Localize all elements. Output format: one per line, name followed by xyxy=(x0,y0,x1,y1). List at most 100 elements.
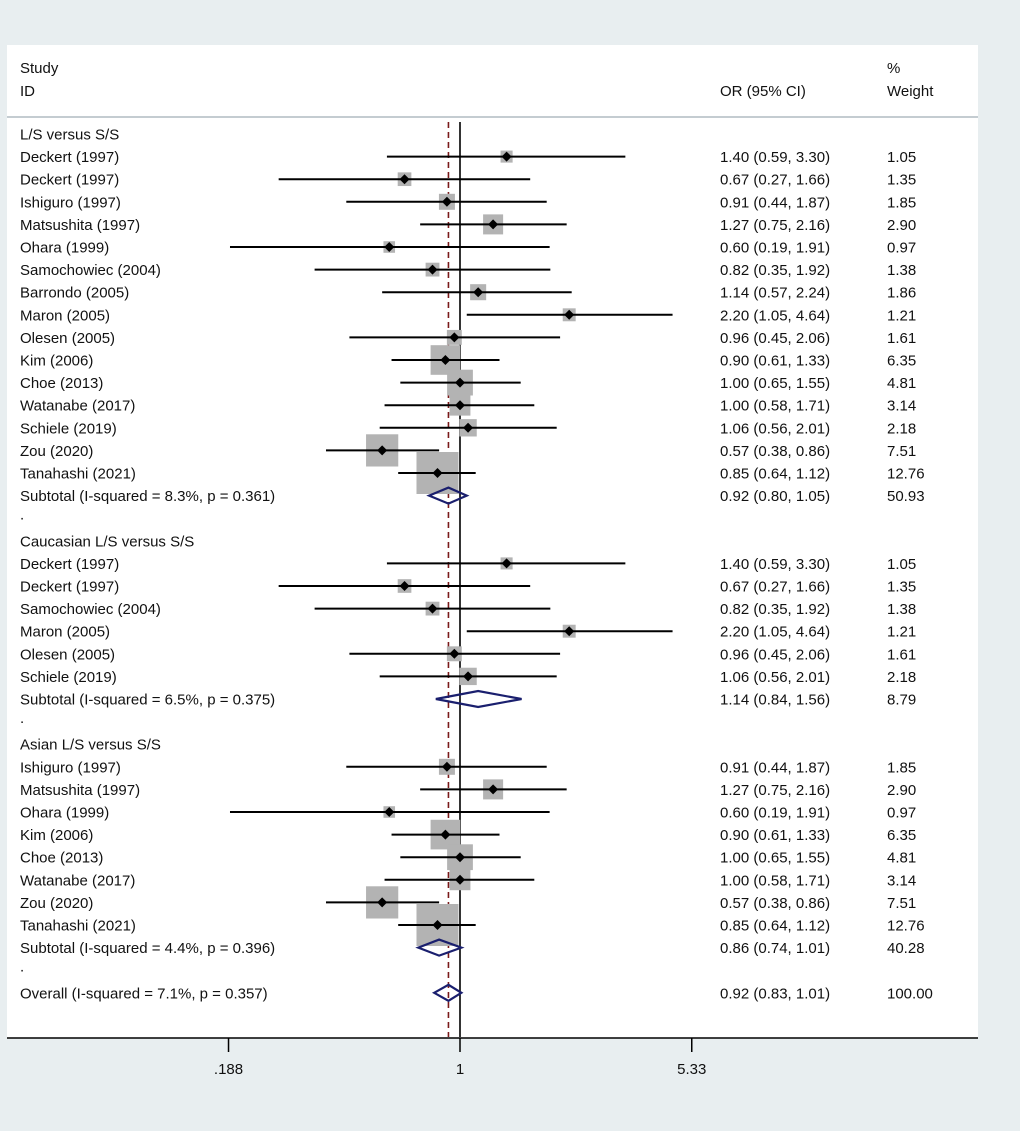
study-weight-text: 2.90 xyxy=(887,217,916,234)
study-label: Matsushita (1997) xyxy=(20,217,140,234)
study-label: Maron (2005) xyxy=(20,307,110,324)
study-label: Kim (2006) xyxy=(20,353,93,370)
x-axis-ticks: .188 1 5.33 xyxy=(214,1038,706,1078)
study-ci-text: 1.27 (0.75, 2.16) xyxy=(720,217,830,234)
study-weight-text: 12.76 xyxy=(887,466,925,483)
study-ci-text: 1.27 (0.75, 2.16) xyxy=(720,782,830,799)
study-label: Ohara (1999) xyxy=(20,805,109,822)
study-label: Choe (2013) xyxy=(20,850,103,867)
subtotal-label-weight-text: 40.28 xyxy=(887,940,925,957)
study-label: Ishiguro (1997) xyxy=(20,194,121,211)
study-label: Maron (2005) xyxy=(20,624,110,641)
study-weight-text: 1.05 xyxy=(887,556,916,573)
subtotal-label: Subtotal (I-squared = 8.3%, p = 0.361) xyxy=(20,488,275,505)
study-point-marker xyxy=(455,852,465,863)
study-label: Zou (2020) xyxy=(20,443,93,460)
study-label: Zou (2020) xyxy=(20,895,93,912)
study-point-marker xyxy=(564,626,575,637)
study-ci-text: 1.06 (0.56, 2.01) xyxy=(720,420,830,437)
study-point-marker xyxy=(501,558,512,569)
study-point-marker xyxy=(384,807,395,817)
subtotal-diamond xyxy=(435,689,522,709)
study-label: Deckert (1997) xyxy=(20,579,119,596)
study-weight-text: 6.35 xyxy=(887,353,916,370)
study-label: Kim (2006) xyxy=(20,827,93,844)
study-ci-text: 0.57 (0.38, 0.86) xyxy=(720,895,830,912)
study-point-marker xyxy=(455,377,465,388)
x-tick-label: .188 xyxy=(214,1061,243,1078)
study-label: Olesen (2005) xyxy=(20,330,115,347)
study-label: Deckert (1997) xyxy=(20,556,119,573)
study-weight-text: 7.51 xyxy=(887,443,916,460)
group-title: L/S versus S/S xyxy=(20,127,119,144)
study-weight-text: 3.14 xyxy=(887,872,916,889)
study-ci-text: 0.90 (0.61, 1.33) xyxy=(720,827,830,844)
study-ci-text: 0.96 (0.45, 2.06) xyxy=(720,646,830,663)
subtotal-label-ci-text: 1.14 (0.84, 1.56) xyxy=(720,692,830,709)
study-point-marker xyxy=(427,264,438,275)
study-point-marker xyxy=(455,400,465,411)
study-label: Barrondo (2005) xyxy=(20,285,129,302)
study-weight-text: 3.14 xyxy=(887,398,916,415)
x-tick-label: 5.33 xyxy=(677,1061,706,1078)
study-point-marker xyxy=(449,648,460,659)
study-ci-text: 1.06 (0.56, 2.01) xyxy=(720,669,830,686)
study-ci-text: 0.96 (0.45, 2.06) xyxy=(720,330,830,347)
study-point-marker xyxy=(432,920,443,930)
study-ci-text: 0.82 (0.35, 1.92) xyxy=(720,262,830,279)
group-spacer-dot: . xyxy=(20,959,24,976)
study-label: Watanabe (2017) xyxy=(20,398,135,415)
overall-label-weight-text: 100.00 xyxy=(887,985,933,1002)
study-weight-text: 1.38 xyxy=(887,601,916,618)
study-ci-text: 1.40 (0.59, 3.30) xyxy=(720,149,830,166)
study-point-marker xyxy=(455,874,465,885)
subtotal-label-weight-text: 8.79 xyxy=(887,692,916,709)
study-label: Tanahashi (2021) xyxy=(20,918,136,935)
study-weight-text: 7.51 xyxy=(887,895,916,912)
study-point-marker xyxy=(449,332,460,343)
overall-diamond xyxy=(431,983,464,1003)
study-point-marker xyxy=(564,309,575,320)
subtotal-label: Subtotal (I-squared = 4.4%, p = 0.396) xyxy=(20,940,275,957)
subtotal-diamond xyxy=(426,486,470,505)
study-point-marker xyxy=(473,287,484,298)
study-point-marker xyxy=(441,761,452,772)
study-ci-text: 1.14 (0.57, 2.24) xyxy=(720,285,830,302)
column-header-study: Study xyxy=(20,60,59,77)
overall-label: Overall (I-squared = 7.1%, p = 0.357) xyxy=(20,985,268,1002)
study-weight-text: 1.35 xyxy=(887,172,916,189)
study-point-marker xyxy=(501,151,512,162)
study-label: Deckert (1997) xyxy=(20,149,119,166)
study-label: Choe (2013) xyxy=(20,375,103,392)
x-tick-label: 1 xyxy=(456,1061,464,1078)
study-ci-text: 1.00 (0.65, 1.55) xyxy=(720,850,830,867)
study-weight-text: 1.61 xyxy=(887,330,916,347)
study-ci-text: 0.60 (0.19, 1.91) xyxy=(720,805,830,822)
study-label: Samochowiec (2004) xyxy=(20,601,161,618)
study-ci-text: 0.82 (0.35, 1.92) xyxy=(720,601,830,618)
group-title: Caucasian L/S versus S/S xyxy=(20,533,194,550)
study-point-marker xyxy=(384,242,395,252)
group-spacer-dot: . xyxy=(20,710,24,727)
study-weight-text: 1.21 xyxy=(887,624,916,641)
study-weight-text: 0.97 xyxy=(887,240,916,257)
study-weight-text: 2.90 xyxy=(887,782,916,799)
study-ci-text: 1.40 (0.59, 3.30) xyxy=(720,556,830,573)
overall-label-ci-text: 0.92 (0.83, 1.01) xyxy=(720,985,830,1002)
subtotal-label: Subtotal (I-squared = 6.5%, p = 0.375) xyxy=(20,692,275,709)
study-point-marker xyxy=(432,468,443,478)
study-ci-text: 2.20 (1.05, 4.64) xyxy=(720,624,830,641)
study-ci-text: 0.67 (0.27, 1.66) xyxy=(720,172,830,189)
study-weight-text: 6.35 xyxy=(887,827,916,844)
column-header-or: OR (95% CI) xyxy=(720,83,806,100)
study-weight-text: 0.97 xyxy=(887,805,916,822)
study-point-marker xyxy=(488,784,499,795)
study-ci-text: 0.85 (0.64, 1.12) xyxy=(720,918,830,935)
study-ci-text: 0.91 (0.44, 1.87) xyxy=(720,194,830,211)
study-point-marker xyxy=(488,219,499,230)
study-point-marker xyxy=(399,174,410,185)
study-label: Watanabe (2017) xyxy=(20,872,135,889)
study-weight-text: 12.76 xyxy=(887,918,925,935)
study-weight-text: 1.35 xyxy=(887,579,916,596)
